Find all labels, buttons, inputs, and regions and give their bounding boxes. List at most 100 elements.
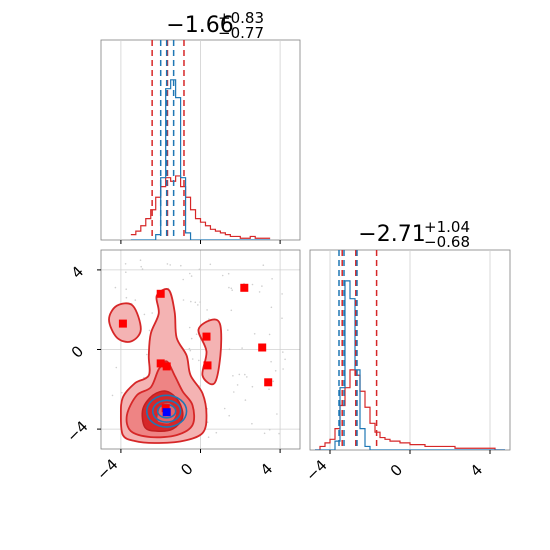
joint-sample-dot (166, 263, 169, 265)
joint-sample-dot (232, 375, 234, 377)
joint-x-tick-label: 4 (257, 460, 276, 479)
joint-sample-dot (180, 264, 182, 267)
joint-sample-dot (282, 351, 284, 353)
joint-sample-dot (228, 414, 230, 417)
joint-sample-dot (191, 358, 194, 360)
joint-sample-dot (190, 300, 192, 303)
marginal-y-title-sup: +1.04 (424, 218, 470, 236)
joint-sample-dot (121, 391, 123, 394)
joint-sample-dot (263, 432, 266, 435)
joint-outlier-marker (240, 283, 249, 292)
marginal-x-title: −1.66 (166, 13, 233, 38)
joint-sample-dot (151, 312, 153, 314)
joint-sample-dot (111, 394, 114, 397)
joint-sample-dot (276, 413, 278, 415)
marginal-x-ticks (120, 240, 281, 244)
joint-sample-dot (190, 275, 193, 277)
joint-sample-dot (124, 263, 127, 265)
joint-sample-dot (258, 291, 261, 293)
joint-sample-dot (140, 265, 142, 268)
joint-sample-dot (134, 299, 137, 301)
joint-sample-dot (236, 384, 239, 386)
joint-sample-dot (282, 368, 284, 370)
joint-sample-dot (253, 333, 256, 335)
joint-outlier-marker (118, 319, 127, 328)
joint-sample-dot (268, 388, 270, 391)
joint-outlier-marker (156, 359, 165, 368)
marginal-x-title-sup: +0.83 (218, 9, 264, 27)
marginal-y-title-main: −2.71 (358, 222, 425, 247)
joint-outlier-marker (264, 378, 273, 387)
joint-sample-dot (182, 278, 184, 281)
joint-blue-point (162, 408, 171, 417)
joint-x-tick-label: 0 (177, 460, 196, 479)
joint-sample-dot (261, 285, 263, 287)
joint-sample-dot (199, 385, 201, 387)
joint-sample-dot (115, 366, 118, 369)
marginal-y-tick-label: 0 (387, 461, 406, 480)
joint-sample-dot (188, 326, 191, 329)
joint-sample-dot (274, 370, 277, 372)
joint-sample-dot (148, 329, 151, 332)
joint-outlier-marker (203, 361, 212, 370)
joint-sample-dot (139, 259, 142, 262)
joint-sample-dot (188, 347, 191, 350)
joint-sample-dot (125, 271, 127, 274)
joint-sample-dot (230, 309, 233, 312)
joint-sample-dot (251, 385, 254, 388)
joint-sample-dot (233, 391, 235, 393)
joint-sample-dot (281, 293, 283, 295)
joint-sample-dot (278, 432, 280, 435)
marginal-y-tick-label: 4 (467, 461, 486, 480)
joint-sample-dot (272, 380, 275, 383)
joint-sample-dot (262, 264, 265, 267)
marginal-x-histogram-series (130, 175, 271, 239)
joint-sample-dot (228, 286, 230, 289)
marginal-y-histograms (315, 280, 505, 450)
joint-contour-blue (145, 394, 188, 428)
marginal-y-gridlines (329, 250, 491, 450)
joint-sample-dot (189, 272, 191, 275)
marginal-x-histogram-series (130, 79, 271, 240)
joint-x-tick-label: −4 (93, 455, 121, 483)
joint-sample-dot (114, 286, 117, 289)
joint-sample-dot (125, 296, 128, 299)
joint-sample-dot (271, 278, 273, 280)
joint-sample-dot (270, 306, 273, 309)
joint-sample-dot (215, 431, 218, 434)
marginal-y-quantile-lines (338, 250, 378, 450)
marginal-x-title-main: −1.66 (166, 13, 233, 38)
joint-sample-dot (189, 349, 192, 352)
joint-sample-dot (223, 407, 226, 410)
marginal-y-title: −2.71 (358, 222, 425, 247)
marginal-x-gridlines (120, 40, 281, 240)
joint-sample-dot (197, 304, 199, 306)
joint-sample-dot (284, 358, 286, 361)
marginal-x-histograms (130, 79, 271, 240)
marginal-y-histogram-series (315, 280, 505, 450)
marginal-x-quantile-lines (151, 40, 185, 240)
joint-sample-dot (231, 289, 233, 292)
joint-sample-dot (246, 376, 248, 378)
joint-sample-dot (227, 272, 230, 275)
panel-marginal-y: −4 0 4 −2.71 +1.04 −0.68 (302, 218, 511, 485)
joint-sample-dot (190, 337, 193, 340)
joint-sample-dot (227, 329, 229, 331)
panel-marginal-x: −1.66 +0.83 −0.77 (100, 9, 301, 244)
joint-sample-dot (207, 436, 210, 439)
joint-sample-dot (199, 301, 201, 303)
marginal-x-title-sub: −0.77 (218, 24, 264, 42)
joint-sample-dot (141, 268, 144, 270)
joint-outlier-marker (202, 332, 211, 341)
joint-y-tick-label: −4 (63, 417, 91, 445)
joint-sample-dot (143, 313, 146, 316)
joint-sample-dot (206, 309, 208, 311)
joint-contour-blue (151, 399, 182, 423)
marginal-y-tick-label: −4 (302, 456, 330, 484)
marginal-y-ticks: −4 0 4 (302, 450, 491, 485)
panel-joint: −4 0 4 −4 0 4 (63, 249, 301, 484)
marginal-y-title-sub: −0.68 (424, 233, 470, 251)
joint-sample-dot (221, 274, 224, 277)
joint-sample-dot (244, 399, 247, 401)
